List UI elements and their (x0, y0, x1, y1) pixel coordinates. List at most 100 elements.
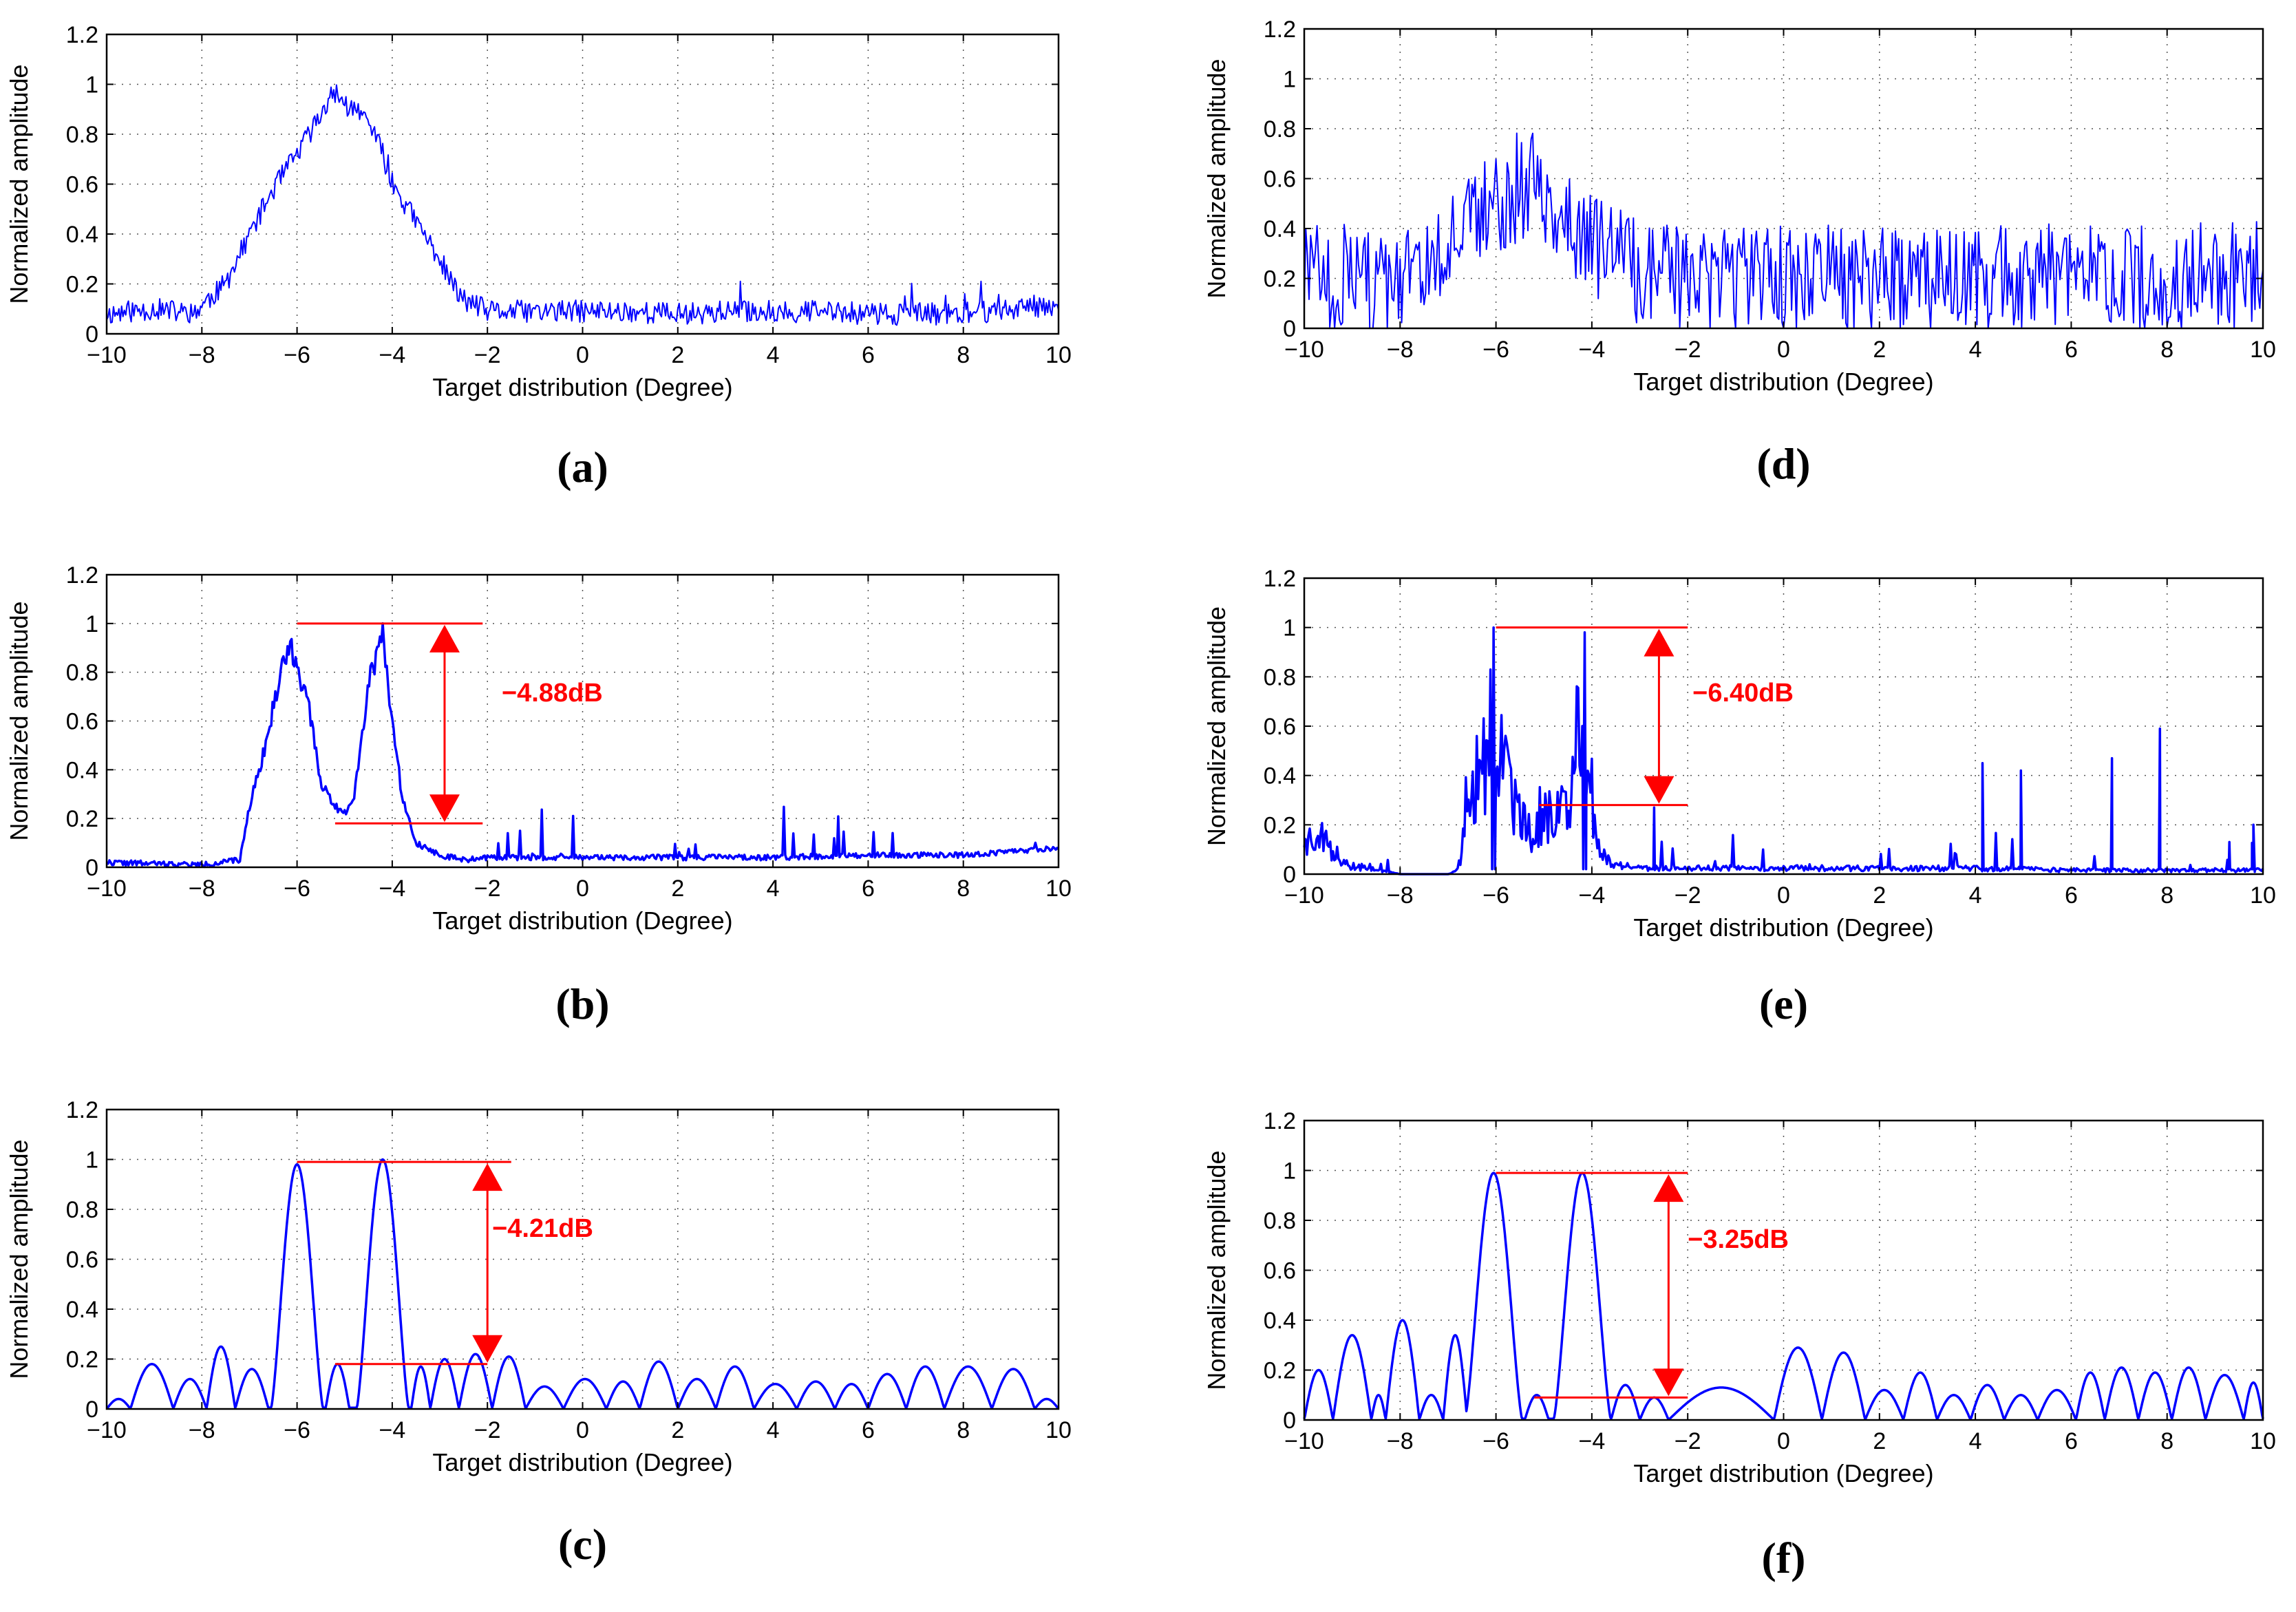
y-tick-label: 1.2 (1264, 17, 1296, 43)
y-tick-label: 1.2 (66, 22, 98, 48)
y-axis-label: Normalized amplitude (5, 601, 33, 840)
axes-box (105, 573, 1060, 869)
x-tick-label: −10 (1284, 882, 1324, 909)
x-tick-label: 8 (957, 876, 970, 902)
axes-box (1303, 28, 2264, 330)
annotation-arrowhead-down (429, 794, 460, 823)
x-tick-label: 4 (1969, 337, 1982, 363)
y-tick-label: 0.8 (66, 660, 98, 686)
y-tick-label: 0 (85, 321, 98, 348)
grid (107, 575, 1059, 867)
x-tick-label: −8 (189, 1417, 215, 1443)
x-axis-label: Target distribution (Degree) (1633, 1459, 1933, 1487)
x-tick-label: 6 (2065, 1428, 2078, 1454)
x-tick-label: 10 (2250, 1428, 2276, 1454)
x-tick-label: −2 (474, 1417, 501, 1443)
x-tick-label: 2 (1873, 882, 1886, 909)
y-tick-label: 0.2 (66, 806, 98, 832)
y-tick-label: 0.8 (1264, 1208, 1296, 1234)
x-tick-label: −8 (1387, 882, 1414, 909)
panel-label: (f) (1762, 1534, 1806, 1582)
y-tick-label: 1 (85, 72, 98, 98)
x-tick-label: 2 (1873, 337, 1886, 363)
panel-label: (b) (555, 979, 609, 1028)
x-tick-label: 0 (1777, 882, 1790, 909)
panel-b: −10 −8 −6 −4 −2 0 2 4 6 8 10 0 0.2 0.4 0.6 0.8 1 1.2 Targe… (5, 562, 1072, 1028)
y-tick-label: 0.6 (66, 1247, 98, 1273)
x-tick-label: 10 (1045, 342, 1072, 368)
panel-c: −10 −8 −6 −4 −2 0 2 4 6 8 10 0 0.2 0.4 0.6 0.8 1 1.2 Targe… (5, 1097, 1072, 1569)
signal-line (106, 1158, 1059, 1409)
x-axis-label: Target distribution (Degree) (432, 1448, 732, 1476)
x-tick-label: −10 (87, 876, 127, 902)
x-tick-label: 4 (767, 876, 780, 902)
x-tick-label: 0 (1777, 1428, 1790, 1454)
y-tick-label: 0.6 (1264, 714, 1296, 740)
annotation-label: −4.88dB (502, 679, 603, 708)
y-axis-label: Normalized amplitude (1202, 59, 1231, 298)
y-tick-label: 0 (85, 855, 98, 881)
x-tick-label: −2 (1675, 337, 1701, 363)
y-tick-label: 1.2 (1264, 566, 1296, 592)
annotation-label: −6.40dB (1692, 679, 1794, 708)
axes-box (1303, 577, 2264, 876)
signal-line (106, 622, 1060, 869)
y-tick-label: 0.2 (1264, 266, 1296, 293)
x-tick-label: −8 (1387, 1428, 1414, 1454)
x-tick-label: −6 (1482, 337, 1509, 363)
x-tick-label: 4 (1969, 1428, 1982, 1454)
annotation-label: −3.25dB (1688, 1225, 1789, 1254)
annotation-label: −4.21dB (492, 1214, 593, 1243)
y-tick-label: 0.4 (1264, 1308, 1296, 1334)
y-tick-label: 0.2 (66, 272, 98, 298)
x-tick-label: −6 (284, 876, 310, 902)
x-tick-label: 4 (1969, 882, 1982, 909)
x-tick-label: 2 (671, 342, 684, 368)
db-annotation: −4.21dB (297, 1160, 593, 1366)
x-tick-label: −2 (474, 342, 501, 368)
annotation-arrowhead-up (1644, 628, 1675, 657)
y-tick-label: 0.6 (66, 709, 98, 735)
y-tick-label: 0.2 (1264, 812, 1296, 838)
y-tick-label: 0.8 (66, 122, 98, 148)
x-axis-label: Target distribution (Degree) (1633, 368, 1933, 396)
x-tick-label: 2 (671, 876, 684, 902)
x-tick-label: −10 (1284, 337, 1324, 363)
x-tick-label: −8 (1387, 337, 1414, 363)
x-tick-label: 6 (862, 876, 875, 902)
x-tick-label: 6 (862, 1417, 875, 1443)
y-tick-label: 1 (1283, 67, 1296, 93)
x-tick-label: 10 (1045, 876, 1072, 902)
annotation-arrowhead-up (429, 624, 460, 653)
x-tick-label: −6 (284, 1417, 310, 1443)
x-tick-label: 8 (2160, 882, 2173, 909)
x-tick-label: 10 (2250, 882, 2276, 909)
x-tick-label: 2 (671, 1417, 684, 1443)
grid (1304, 29, 2263, 328)
y-tick-label: 0.6 (1264, 1258, 1296, 1284)
x-tick-label: 10 (2250, 337, 2276, 363)
x-tick-label: −4 (379, 1417, 406, 1443)
x-axis-label: Target distribution (Degree) (1633, 913, 1933, 942)
signal-line (1303, 626, 2264, 876)
y-tick-label: 0.4 (66, 1297, 98, 1323)
y-tick-label: 0 (1283, 316, 1296, 342)
y-tick-label: 0.4 (66, 222, 98, 248)
axes-box (105, 33, 1060, 335)
x-tick-label: −2 (1675, 882, 1701, 909)
y-tick-label: 0 (1283, 862, 1296, 888)
x-tick-label: −4 (379, 342, 406, 368)
signal-line (1303, 1171, 2264, 1420)
y-tick-label: 0.4 (1264, 763, 1296, 789)
annotation-arrowhead-down (1644, 776, 1675, 804)
annotation-arrowhead-up (1653, 1174, 1684, 1202)
x-tick-label: −2 (1675, 1428, 1701, 1454)
x-tick-label: −10 (87, 1417, 127, 1443)
annotation-arrowhead-down (472, 1335, 503, 1363)
y-axis-label: Normalized amplitude (5, 64, 33, 304)
x-tick-label: 8 (2160, 1428, 2173, 1454)
y-tick-label: 0.8 (1264, 116, 1296, 142)
grid (107, 34, 1059, 334)
x-tick-label: −6 (1482, 1428, 1509, 1454)
x-tick-label: 8 (2160, 337, 2173, 363)
